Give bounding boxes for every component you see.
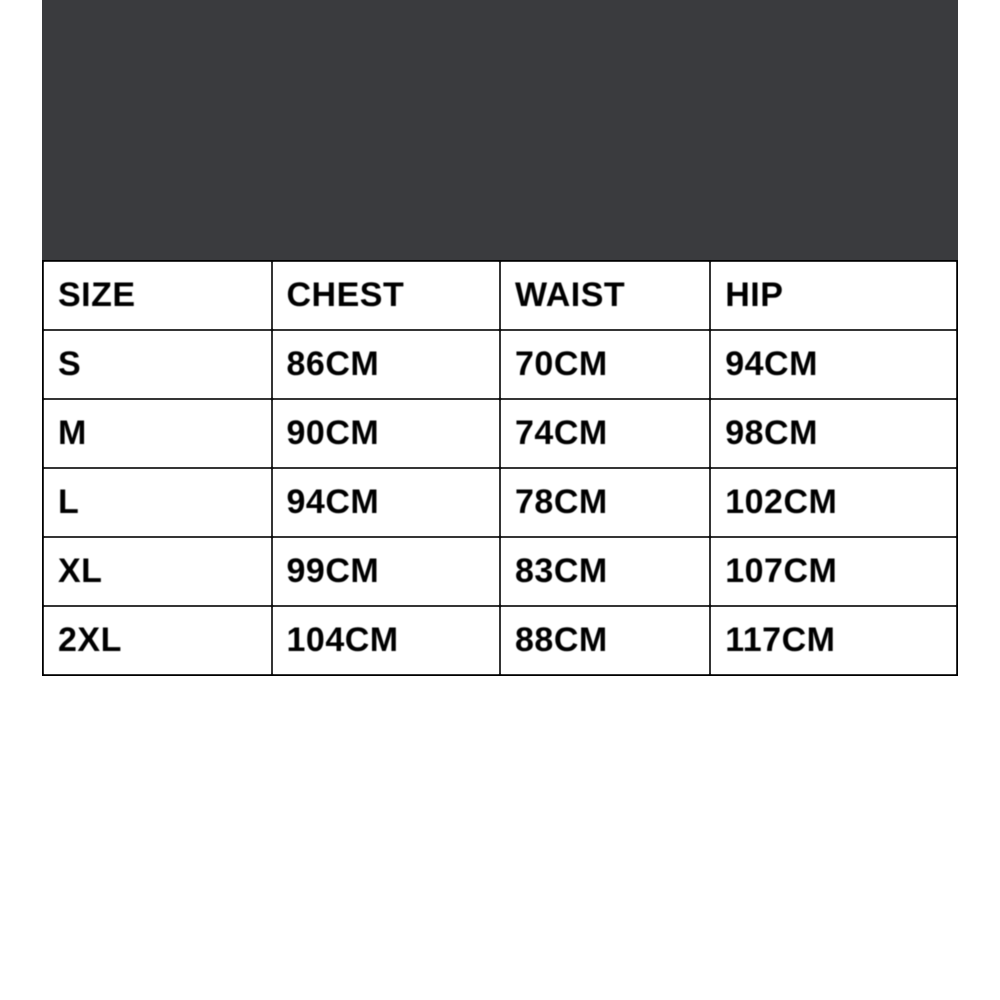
cell-size: M xyxy=(43,399,272,468)
cell-waist: 78CM xyxy=(500,468,710,537)
cell-size: XL xyxy=(43,537,272,606)
cell-size: 2XL xyxy=(43,606,272,675)
cell-chest: 99CM xyxy=(272,537,501,606)
col-header-hip: HIP xyxy=(710,261,957,330)
col-header-waist: WAIST xyxy=(500,261,710,330)
cell-hip: 117CM xyxy=(710,606,957,675)
table-row: M 90CM 74CM 98CM xyxy=(43,399,957,468)
cell-hip: 94CM xyxy=(710,330,957,399)
col-header-chest: CHEST xyxy=(272,261,501,330)
cell-chest: 104CM xyxy=(272,606,501,675)
cell-hip: 98CM xyxy=(710,399,957,468)
table-row: XL 99CM 83CM 107CM xyxy=(43,537,957,606)
cell-hip: 107CM xyxy=(710,537,957,606)
cell-waist: 74CM xyxy=(500,399,710,468)
cell-waist: 83CM xyxy=(500,537,710,606)
col-header-size: SIZE xyxy=(43,261,272,330)
cell-waist: 70CM xyxy=(500,330,710,399)
cell-size: L xyxy=(43,468,272,537)
table-row: S 86CM 70CM 94CM xyxy=(43,330,957,399)
table-row: 2XL 104CM 88CM 117CM xyxy=(43,606,957,675)
size-table: SIZE CHEST WAIST HIP S 86CM 70CM 94CM M … xyxy=(42,260,958,676)
cell-waist: 88CM xyxy=(500,606,710,675)
page: SIZE CHEST WAIST HIP S 86CM 70CM 94CM M … xyxy=(0,0,1000,1000)
size-table-container: SIZE CHEST WAIST HIP S 86CM 70CM 94CM M … xyxy=(42,260,958,676)
cell-chest: 86CM xyxy=(272,330,501,399)
cell-size: S xyxy=(43,330,272,399)
cell-chest: 90CM xyxy=(272,399,501,468)
table-header-row: SIZE CHEST WAIST HIP xyxy=(43,261,957,330)
table-row: L 94CM 78CM 102CM xyxy=(43,468,957,537)
cell-hip: 102CM xyxy=(710,468,957,537)
cell-chest: 94CM xyxy=(272,468,501,537)
top-dark-band xyxy=(42,0,958,260)
